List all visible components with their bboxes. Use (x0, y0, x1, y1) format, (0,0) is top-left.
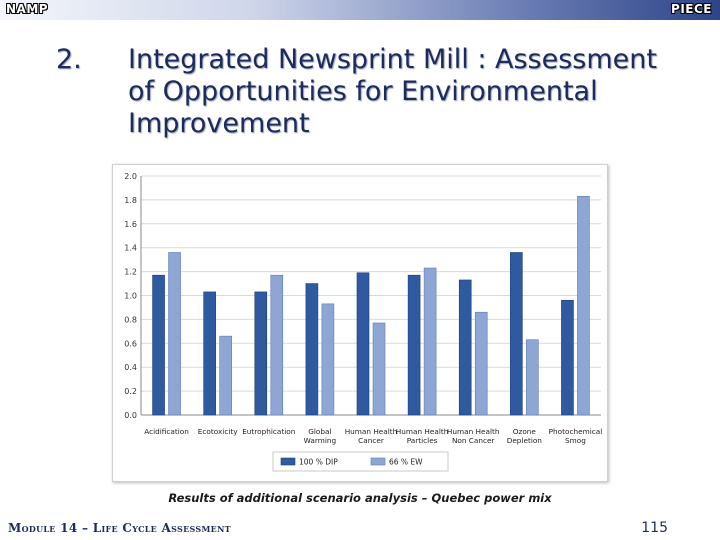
legend-label-dip: 100 % DIP (299, 458, 338, 467)
header-right-label: PIECE (671, 2, 712, 16)
bar-dip (561, 299, 574, 416)
bar-chart: 0.0 0.2 0.4 0.6 0.8 1.0 1.2 1.4 1.6 1.8 2.0 Acidifi… (124, 172, 603, 472)
y-tick-label: 1.8 (124, 196, 137, 205)
bar-ew (577, 196, 590, 416)
x-tick-label: Smog (565, 436, 586, 445)
bar-ew (270, 274, 284, 416)
y-tick-label: 1.2 (124, 268, 137, 277)
chart-caption: Results of additional scenario analysis … (168, 491, 552, 505)
bar-dip (458, 279, 472, 416)
bar-ew (423, 267, 437, 416)
x-tick-label: Particles (407, 436, 438, 445)
legend-swatch-ew (370, 457, 386, 466)
y-tick-label: 0.6 (124, 339, 137, 348)
header-left-label: NAMP (6, 2, 49, 16)
chart-panel: 0.0 0.2 0.4 0.6 0.8 1.0 1.2 1.4 1.6 1.8 2.0 Acidifi… (112, 164, 608, 482)
y-tick-label: 0.0 (124, 411, 137, 420)
legend-swatch-dip (280, 457, 296, 466)
y-tick-label: 2.0 (124, 172, 137, 181)
bar-dip (305, 283, 319, 416)
bar-ew (526, 339, 539, 416)
y-tick-label: 0.8 (124, 315, 137, 324)
x-tick-label: Human Health (345, 427, 398, 436)
x-tick-label: Ozone (513, 427, 537, 436)
slide-item-number: 2. (56, 44, 82, 75)
y-tick-label: 0.2 (124, 387, 137, 396)
bar-dip (356, 272, 370, 416)
bar-ew (321, 303, 335, 416)
bar-dip (152, 274, 165, 416)
x-tick-label: Global (308, 427, 331, 436)
x-tick-label: Non Cancer (452, 436, 495, 445)
header-bar: NAMP PIECE (0, 0, 720, 20)
x-tick-label: Warming (304, 436, 336, 445)
bar-dip (203, 291, 216, 416)
x-tick-label: Depletion (507, 436, 542, 445)
y-tick-label: 1.6 (124, 220, 137, 229)
x-tick-label: Photochemical (549, 427, 603, 436)
x-tick-label: Acidification (144, 427, 189, 436)
legend-label-ew: 66 % EW (389, 458, 423, 467)
legend-box (272, 451, 449, 472)
bar-ew (474, 311, 488, 416)
page-number: 115 (641, 520, 668, 536)
bar-ew (219, 335, 232, 416)
bar-dip (407, 274, 421, 416)
x-tick-label: Ecotoxicity (198, 427, 238, 436)
bar-dip (254, 291, 268, 416)
x-tick-label: Eutrophication (242, 427, 295, 436)
bar-ew (168, 252, 181, 416)
x-tick-label: Human Health (396, 427, 449, 436)
bar-dip (510, 252, 523, 416)
y-tick-label: 1.4 (124, 244, 137, 253)
x-tick-label: Cancer (358, 436, 384, 445)
footer-module-label: Module 14 – Life Cycle Assessment (8, 521, 231, 535)
slide-title: Integrated Newsprint Mill : Assessment o… (128, 44, 657, 139)
bar-ew (372, 322, 386, 416)
y-tick-label: 0.4 (124, 363, 137, 372)
x-tick-label: Human Health (447, 427, 500, 436)
y-tick-label: 1.0 (124, 292, 137, 301)
